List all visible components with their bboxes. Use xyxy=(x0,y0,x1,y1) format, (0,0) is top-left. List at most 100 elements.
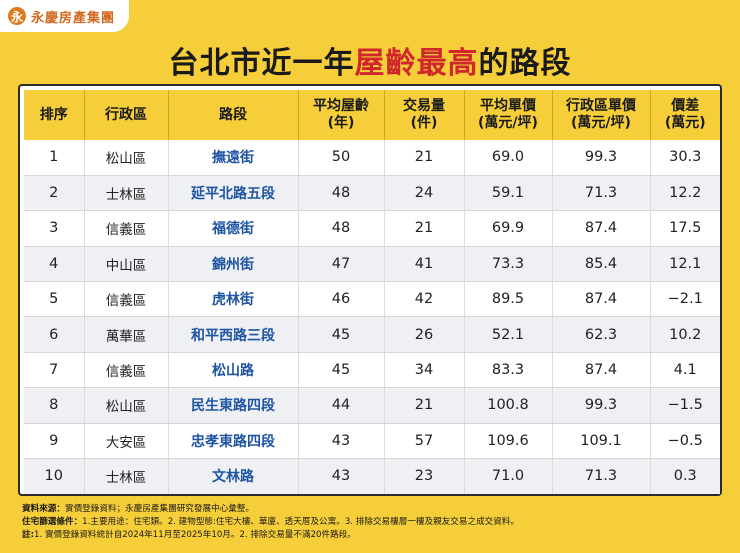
avg-age-cell: 43 xyxy=(298,423,385,460)
avg-price-cell: 83.3 xyxy=(464,352,553,389)
table-row: 9 大安區 忠孝東路四段 43 57 109.6 109.1 −0.5 xyxy=(24,423,720,460)
table-body: 1 松山區 撫遠街 50 21 69.0 99.3 30.3 2 士林區 延平北路五段 48 24 59.… xyxy=(24,140,720,494)
table-row: 10 士林區 文林路 43 23 71.0 71.3 0.3 xyxy=(24,458,720,494)
road-cell: 延平北路五段 xyxy=(168,175,299,212)
header-line1: 排序 xyxy=(39,106,68,123)
avg-price-cell: 69.9 xyxy=(464,210,553,247)
avg-price-cell: 69.0 xyxy=(464,140,553,176)
road-cell: 福德街 xyxy=(168,210,299,247)
avg-age-cell: 47 xyxy=(298,246,385,283)
price-diff-cell: −1.5 xyxy=(650,387,720,424)
district-cell: 松山區 xyxy=(84,387,169,424)
title-suffix: 的路段 xyxy=(478,46,572,81)
table-row: 4 中山區 錦州街 47 41 73.3 85.4 12.1 xyxy=(24,246,720,283)
brand-mark-icon: 永 xyxy=(8,7,26,25)
footnote-line: 註:1. 實價登錄資料統計自2024年11月至2025年10月。2. 排除交易量… xyxy=(22,529,722,542)
road-cell: 忠孝東路四段 xyxy=(168,423,299,460)
price-diff-cell: 12.2 xyxy=(650,175,720,212)
road-cell: 文林路 xyxy=(168,458,299,494)
data-table: 排序 行政區 路段 平均屋齡 (年) 交易量 (件) 平均單價 (萬元/坪) 行政區單價 (萬元/坪… xyxy=(24,90,720,494)
district-price-cell: 71.3 xyxy=(552,175,651,212)
avg-price-cell: 73.3 xyxy=(464,246,553,283)
avg-age-cell: 46 xyxy=(298,281,385,318)
header-price-diff: 價差 (萬元) xyxy=(650,90,720,140)
footnote-text: 1.主要用途：住宅類。2. 建物型態:住宅大樓、華廈、透天厝及公寓。3. 排除交… xyxy=(82,517,520,527)
district-price-cell: 87.4 xyxy=(552,210,651,247)
footnote-label: 資料來源： xyxy=(22,504,65,514)
price-diff-cell: 4.1 xyxy=(650,352,720,389)
header-avg-age: 平均屋齡 (年) xyxy=(298,90,385,140)
road-cell: 撫遠街 xyxy=(168,140,299,176)
volume-cell: 21 xyxy=(384,140,465,176)
volume-cell: 21 xyxy=(384,387,465,424)
avg-age-cell: 43 xyxy=(298,458,385,494)
header-rank: 排序 xyxy=(24,90,85,140)
header-line1: 價差 xyxy=(671,98,700,114)
district-cell: 大安區 xyxy=(84,423,169,460)
avg-age-cell: 50 xyxy=(298,140,385,176)
header-line2: (萬元) xyxy=(664,115,706,131)
table-card: 排序 行政區 路段 平均屋齡 (年) 交易量 (件) 平均單價 (萬元/坪) 行政區單價 (萬元/坪… xyxy=(18,84,722,496)
volume-cell: 23 xyxy=(384,458,465,494)
rank-cell: 8 xyxy=(24,387,85,424)
avg-price-cell: 59.1 xyxy=(464,175,553,212)
avg-age-cell: 45 xyxy=(298,352,385,389)
header-volume: 交易量 (件) xyxy=(384,90,465,140)
rank-cell: 9 xyxy=(24,423,85,460)
header-district: 行政區 xyxy=(84,90,169,140)
district-cell: 松山區 xyxy=(84,140,169,176)
district-price-cell: 109.1 xyxy=(552,423,651,460)
table-row: 3 信義區 福德街 48 21 69.9 87.4 17.5 xyxy=(24,210,720,247)
volume-cell: 34 xyxy=(384,352,465,389)
footnote-label: 住宅篩選條件： xyxy=(22,517,83,527)
avg-age-cell: 45 xyxy=(298,316,385,353)
table-row: 6 萬華區 和平西路三段 45 26 52.1 62.3 10.2 xyxy=(24,316,720,353)
table-row: 8 松山區 民生東路四段 44 21 100.8 99.3 −1.5 xyxy=(24,387,720,424)
volume-cell: 26 xyxy=(384,316,465,353)
district-price-cell: 87.4 xyxy=(552,352,651,389)
district-cell: 信義區 xyxy=(84,281,169,318)
avg-price-cell: 52.1 xyxy=(464,316,553,353)
header-avg-price: 平均單價 (萬元/坪) xyxy=(464,90,553,140)
footnote-line: 資料來源：實價登錄資料；永慶房產集團研究發展中心彙整。 xyxy=(22,503,722,516)
district-cell: 士林區 xyxy=(84,175,169,212)
header-line1: 平均屋齡 xyxy=(313,98,369,114)
avg-age-cell: 48 xyxy=(298,210,385,247)
table-header-row: 排序 行政區 路段 平均屋齡 (年) 交易量 (件) 平均單價 (萬元/坪) 行政區單價 (萬元/坪… xyxy=(24,90,720,140)
header-line2: (萬元/坪) xyxy=(478,115,538,131)
avg-price-cell: 89.5 xyxy=(464,281,553,318)
rank-cell: 3 xyxy=(24,210,85,247)
avg-price-cell: 109.6 xyxy=(464,423,553,460)
table-row: 7 信義區 松山路 45 34 83.3 87.4 4.1 xyxy=(24,352,720,389)
rank-cell: 6 xyxy=(24,316,85,353)
footnote-text: 實價登錄資料；永慶房產集團研究發展中心彙整。 xyxy=(64,504,255,514)
volume-cell: 41 xyxy=(384,246,465,283)
road-cell: 錦州街 xyxy=(168,246,299,283)
rank-cell: 10 xyxy=(24,458,85,494)
header-line2: (年) xyxy=(327,115,355,131)
brand-logo: 永 永慶房產集團 xyxy=(0,0,130,32)
volume-cell: 21 xyxy=(384,210,465,247)
road-cell: 松山路 xyxy=(168,352,299,389)
header-line1: 路段 xyxy=(219,106,247,123)
rank-cell: 2 xyxy=(24,175,85,212)
table-row: 1 松山區 撫遠街 50 21 69.0 99.3 30.3 xyxy=(24,140,720,176)
district-price-cell: 62.3 xyxy=(552,316,651,353)
district-price-cell: 71.3 xyxy=(552,458,651,494)
district-cell: 信義區 xyxy=(84,210,169,247)
avg-age-cell: 48 xyxy=(298,175,385,212)
volume-cell: 42 xyxy=(384,281,465,318)
price-diff-cell: 0.3 xyxy=(650,458,720,494)
title-highlight: 屋齡最高 xyxy=(354,46,479,81)
brand-name: 永慶房產集團 xyxy=(31,10,116,26)
table-row: 2 士林區 延平北路五段 48 24 59.1 71.3 12.2 xyxy=(24,175,720,212)
rank-cell: 7 xyxy=(24,352,85,389)
volume-cell: 57 xyxy=(384,423,465,460)
rank-cell: 5 xyxy=(24,281,85,318)
price-diff-cell: 17.5 xyxy=(650,210,720,247)
district-price-cell: 99.3 xyxy=(552,140,651,176)
footnote-label: 註: xyxy=(22,530,35,540)
district-cell: 信義區 xyxy=(84,352,169,389)
header-line1: 平均單價 xyxy=(480,98,536,114)
price-diff-cell: −2.1 xyxy=(650,281,720,318)
